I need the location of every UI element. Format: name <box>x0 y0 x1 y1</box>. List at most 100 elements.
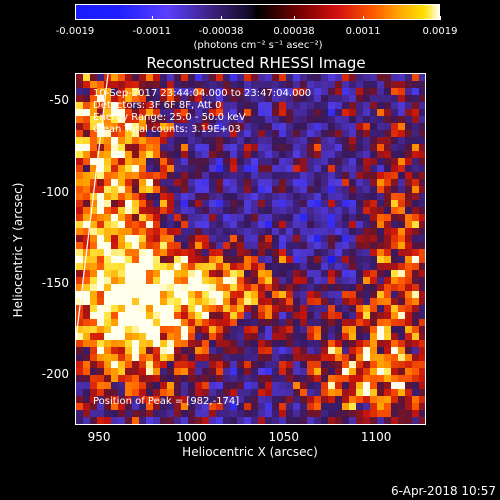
heatmap-cell <box>209 347 217 355</box>
heatmap-cell <box>244 81 252 89</box>
heatmap-cell <box>209 172 217 180</box>
heatmap-cell <box>363 214 371 222</box>
heatmap-cell <box>412 375 420 383</box>
heatmap-cell <box>118 109 126 117</box>
heatmap-cell <box>328 389 336 397</box>
heatmap-cell <box>314 284 322 292</box>
heatmap-cell <box>370 389 378 397</box>
heatmap-cell <box>195 298 203 306</box>
heatmap-cell <box>237 130 245 138</box>
heatmap-cell <box>335 424 343 425</box>
heatmap-cell <box>132 375 140 383</box>
heatmap-cell <box>230 312 238 320</box>
heatmap-cell <box>405 193 413 201</box>
heatmap-cell <box>167 361 175 369</box>
heatmap-cell <box>188 242 196 250</box>
heatmap-cell <box>370 144 378 152</box>
heatmap-cell <box>328 228 336 236</box>
heatmap-cell <box>384 312 392 320</box>
heatmap-cell <box>97 179 105 187</box>
heatmap-cell <box>286 410 294 418</box>
heatmap-cell <box>97 354 105 362</box>
heatmap-cell <box>265 88 273 96</box>
heatmap-cell <box>370 270 378 278</box>
heatmap-cell <box>76 424 84 425</box>
heatmap-cell <box>188 186 196 194</box>
heatmap-cell <box>90 207 98 215</box>
heatmap-cell <box>76 389 84 397</box>
heatmap-cell <box>405 179 413 187</box>
heatmap-cell <box>384 389 392 397</box>
heatmap-cell <box>153 207 161 215</box>
heatmap-cell <box>188 256 196 264</box>
heatmap-cell <box>363 382 371 390</box>
heatmap-cell <box>167 193 175 201</box>
heatmap-cell <box>391 277 399 285</box>
heatmap-cell <box>174 88 182 96</box>
heatmap-cell <box>125 221 133 229</box>
heatmap-cell <box>202 326 210 334</box>
heatmap-cell <box>125 81 133 89</box>
heatmap-cell <box>377 137 385 145</box>
heatmap-cell <box>83 396 91 404</box>
heatmap-cell <box>167 305 175 313</box>
heatmap-cell <box>384 81 392 89</box>
heatmap-cell <box>188 74 196 82</box>
heatmap-cell <box>405 144 413 152</box>
heatmap-cell <box>97 214 105 222</box>
heatmap-cell <box>349 179 357 187</box>
heatmap-cell <box>111 396 119 404</box>
heatmap-cell <box>307 263 315 271</box>
heatmap-cell <box>195 319 203 327</box>
heatmap-cell <box>97 389 105 397</box>
heatmap-cell <box>370 200 378 208</box>
heatmap-cell <box>237 263 245 271</box>
heatmap-cell <box>160 249 168 257</box>
heatmap-cell <box>125 102 133 110</box>
heatmap-cell <box>328 340 336 348</box>
heatmap-cell <box>405 270 413 278</box>
heatmap-cell <box>153 263 161 271</box>
heatmap-cell <box>321 410 329 418</box>
heatmap-cell <box>398 284 406 292</box>
heatmap-cell <box>384 417 392 424</box>
heatmap-cell <box>111 151 119 159</box>
x-axis-label: Heliocentric X (arcsec) <box>182 445 318 459</box>
heatmap-cell <box>174 382 182 390</box>
heatmap-cell <box>279 340 287 348</box>
heatmap-cell <box>188 102 196 110</box>
heatmap-cell <box>104 354 112 362</box>
heatmap-cell <box>104 151 112 159</box>
heatmap-cell <box>244 242 252 250</box>
heatmap-cell <box>167 102 175 110</box>
heatmap-cell <box>83 200 91 208</box>
heatmap-cell <box>363 319 371 327</box>
heatmap-cell <box>279 256 287 264</box>
heatmap-cell <box>391 123 399 131</box>
heatmap-cell <box>174 319 182 327</box>
heatmap-cell <box>118 88 126 96</box>
heatmap-cell <box>377 319 385 327</box>
heatmap-cell <box>293 242 301 250</box>
heatmap-cell <box>370 137 378 145</box>
heatmap-cell <box>111 389 119 397</box>
heatmap-cell <box>83 235 91 243</box>
heatmap-cell <box>363 242 371 250</box>
heatmap-cell <box>251 214 259 222</box>
heatmap-cell <box>104 88 112 96</box>
heatmap-cell <box>174 179 182 187</box>
heatmap-cell <box>265 95 273 103</box>
heatmap-cell <box>118 319 126 327</box>
heatmap-cell <box>307 151 315 159</box>
heatmap-cell <box>209 354 217 362</box>
heatmap-cell <box>300 424 308 425</box>
heatmap-cell <box>349 382 357 390</box>
heatmap-cell <box>160 165 168 173</box>
heatmap-cell <box>405 382 413 390</box>
heatmap-cell <box>314 158 322 166</box>
heatmap-cell <box>83 382 91 390</box>
heatmap-cell <box>321 123 329 131</box>
heatmap-cell <box>97 277 105 285</box>
heatmap-cell <box>76 81 84 89</box>
heatmap-cell <box>181 74 189 82</box>
